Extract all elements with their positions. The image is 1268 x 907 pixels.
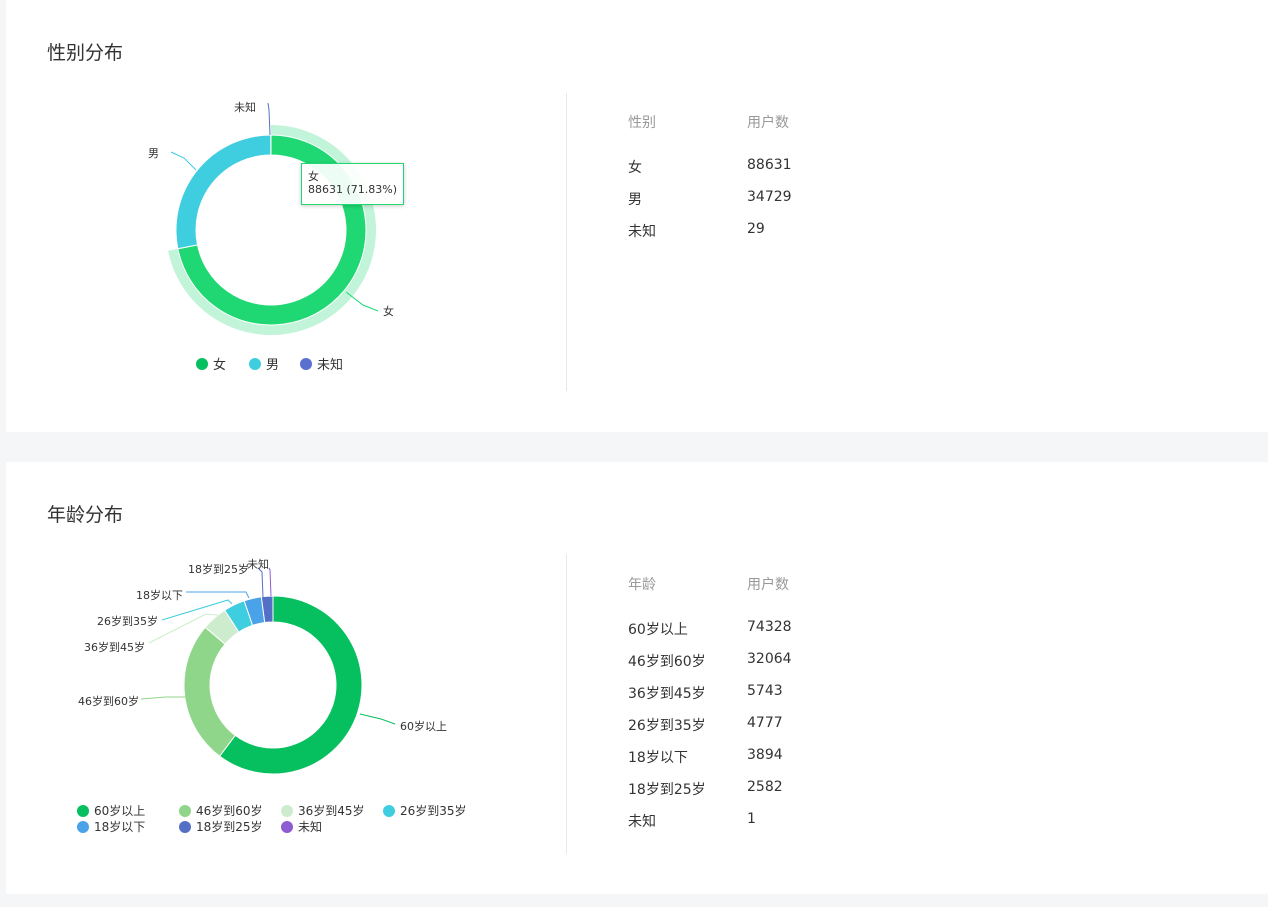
pie-slice[interactable]	[218, 595, 363, 775]
legend-item-age-36-45[interactable]: 36岁到45岁	[281, 802, 365, 819]
table-cell-label: 60岁以上	[628, 622, 688, 638]
table-cell-label: 26岁到35岁	[628, 718, 706, 734]
legend-item-age-26-35[interactable]: 26岁到35岁	[383, 802, 467, 819]
legend-item-age-18-25[interactable]: 18岁到25岁	[179, 818, 263, 835]
label-leader-line	[140, 696, 186, 700]
legend-item-female[interactable]: 女	[196, 354, 226, 373]
table-cell-value: 29	[747, 221, 765, 237]
table-cell-label: 18岁到25岁	[628, 782, 706, 798]
label-leader-line	[359, 713, 396, 725]
label-leader-line	[345, 291, 379, 312]
table-cell-label: 男	[628, 192, 642, 208]
slice-label: 未知	[234, 100, 256, 114]
table-cell-label: 18岁以下	[628, 750, 688, 766]
legend-label: 男	[266, 358, 280, 373]
pie-slice[interactable]	[177, 134, 367, 326]
legend-label: 未知	[298, 820, 323, 834]
tooltip-detail: 88631 (71.83%)	[308, 183, 398, 196]
table-cell-value: 34729	[747, 189, 792, 205]
legend-item-age-under18[interactable]: 18岁以下	[77, 818, 145, 835]
slice-label: 男	[148, 147, 159, 160]
legend-dot-icon	[249, 357, 261, 370]
legend-label: 18岁以下	[94, 820, 146, 834]
slice-label: 60岁以上	[400, 719, 447, 733]
table-cell-value: 3894	[747, 747, 783, 763]
pie-slice[interactable]	[183, 626, 236, 757]
legend-dot-icon	[179, 820, 191, 833]
legend-dot-icon	[300, 357, 312, 370]
slice-label: 18岁以下	[136, 588, 183, 602]
slice-highlight-halo	[168, 125, 376, 335]
chart-tooltip: 女 88631 (71.83%)	[301, 163, 404, 205]
legend-dot-icon	[179, 804, 191, 817]
slice-label: 26岁到35岁	[97, 614, 158, 628]
label-leader-line	[186, 591, 250, 599]
legend-dot-icon	[77, 820, 89, 833]
slice-label: 36岁到45岁	[84, 640, 145, 654]
table-header-count: 用户数	[747, 115, 789, 131]
legend-item-age-unknown[interactable]: 未知	[281, 818, 322, 835]
legend-dot-icon	[77, 804, 89, 817]
table-cell-label: 女	[628, 160, 642, 176]
slice-label: 女	[383, 304, 394, 318]
legend-label: 36岁到45岁	[298, 804, 365, 818]
slice-label: 未知	[247, 557, 269, 571]
table-cell-value: 88631	[747, 157, 792, 173]
legend-item-unknown[interactable]: 未知	[300, 354, 343, 373]
table-cell-value: 2582	[747, 779, 783, 795]
table-header-age: 年龄	[628, 577, 656, 593]
age-card: 年龄分布 60岁以上 46岁到60岁 36岁到45岁 26岁到35岁 18岁以下 18岁到…	[6, 462, 1268, 894]
table-cell-value: 32064	[747, 651, 792, 667]
label-leader-line	[170, 151, 197, 171]
slice-label: 46岁到60岁	[78, 694, 139, 708]
label-leader-line	[257, 567, 264, 598]
table-header-count: 用户数	[747, 577, 789, 593]
table-cell-label: 36岁到45岁	[628, 686, 706, 702]
legend-item-male[interactable]: 男	[249, 354, 279, 373]
legend-dot-icon	[383, 804, 395, 817]
age-title: 年龄分布	[47, 504, 124, 526]
table-cell-value: 1	[747, 811, 756, 827]
gender-title: 性别分布	[47, 42, 124, 64]
table-cell-value: 74328	[747, 619, 792, 635]
tooltip-name: 女	[308, 170, 319, 183]
table-header-gender: 性别	[628, 115, 656, 131]
legend-label: 未知	[317, 358, 344, 373]
table-cell-label: 未知	[628, 814, 656, 830]
label-leader-line	[161, 599, 233, 621]
table-cell-value: 5743	[747, 683, 783, 699]
legend-item-age-46-60[interactable]: 46岁到60岁	[179, 802, 263, 819]
gender-card: 性别分布 女男未知 女 88631 (71.83%) 女 男 未知 性别 用户数…	[6, 0, 1268, 432]
label-leader-line	[148, 613, 219, 644]
label-leader-line	[267, 102, 271, 136]
slice-label: 18岁到25岁	[188, 562, 249, 576]
table-cell-label: 46岁到60岁	[628, 654, 706, 670]
legend-dot-icon	[281, 820, 293, 833]
section-divider	[566, 554, 567, 854]
label-leader-line	[268, 567, 272, 597]
section-divider	[566, 93, 567, 391]
legend-label: 26岁到35岁	[400, 804, 467, 818]
legend-dot-icon	[196, 357, 208, 370]
table-cell-value: 4777	[747, 715, 783, 731]
table-cell-label: 未知	[628, 224, 656, 240]
legend-label: 46岁到60岁	[196, 804, 263, 818]
legend-label: 女	[213, 358, 227, 373]
legend-label: 60岁以上	[94, 804, 146, 818]
pie-slice[interactable]	[175, 134, 272, 250]
legend-item-age-60plus[interactable]: 60岁以上	[77, 802, 145, 819]
legend-label: 18岁到25岁	[196, 820, 263, 834]
legend-dot-icon	[281, 804, 293, 817]
